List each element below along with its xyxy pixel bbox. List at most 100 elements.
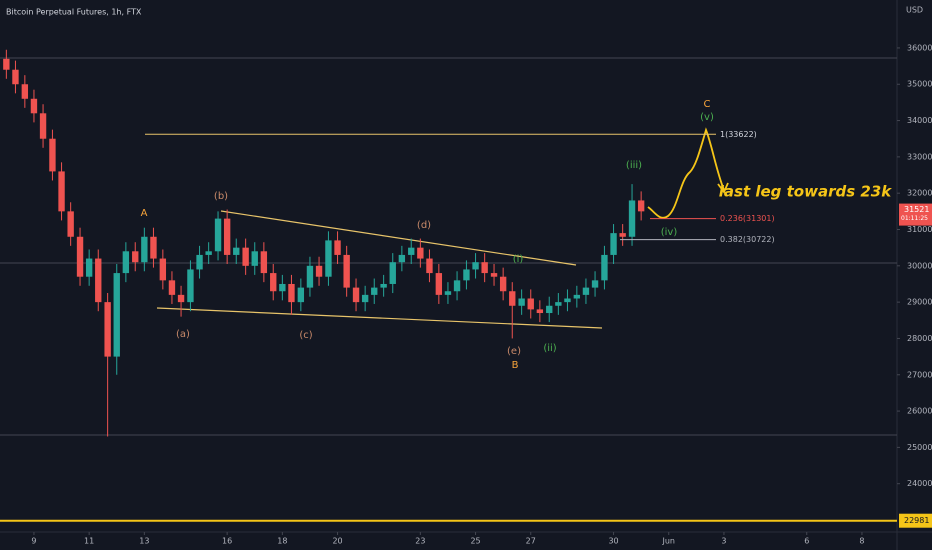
y-tick-label: 25000 (907, 443, 932, 452)
chart-title: Bitcoin Perpetual Futures, 1h, FTX (6, 8, 142, 17)
candle-body (260, 251, 268, 274)
candle-body (104, 302, 111, 357)
candle-body (361, 294, 369, 303)
wave-label: (ii) (543, 343, 556, 354)
annotation: last leg towards 23k (719, 183, 892, 201)
candle-body (270, 273, 277, 292)
candle-body (490, 273, 498, 277)
candle-body (417, 247, 424, 259)
x-tick-label: 18 (277, 537, 287, 546)
candle-body (233, 247, 240, 255)
candle-body (288, 283, 295, 303)
target-box (899, 513, 932, 528)
x-tick-label: 30 (608, 537, 618, 546)
x-tick-label: 27 (526, 537, 536, 546)
fib-label: 1(33622) (720, 130, 757, 139)
candle-body (546, 305, 553, 314)
candle-body (21, 84, 29, 99)
x-tick-label: 8 (859, 537, 864, 546)
candle-body (536, 309, 544, 314)
target-label: 22981 (904, 516, 929, 525)
candle-body (371, 287, 378, 295)
candle-body (141, 236, 148, 263)
candle-body (279, 283, 286, 292)
candle-body (453, 280, 461, 292)
candle-body (389, 262, 396, 284)
wave-label: (i) (513, 254, 524, 265)
candle-body (196, 254, 203, 270)
y-tick-label: 24000 (907, 479, 932, 488)
wave-label: (a) (176, 329, 190, 340)
candle-body (463, 269, 470, 281)
candle-body (518, 298, 525, 306)
projection-path (647, 127, 725, 219)
candle-body (95, 258, 102, 303)
x-tick-label: Jun (661, 537, 675, 546)
candle-body (408, 247, 415, 255)
candle-body (177, 294, 185, 303)
wave-label: (iv) (661, 227, 678, 238)
candle-body (242, 247, 249, 266)
candle-body (398, 254, 406, 263)
currency-label: USD (906, 6, 923, 15)
countdown-label: 01:11:25 (901, 215, 928, 222)
y-tick-label: 28000 (907, 334, 932, 343)
candle-body (352, 287, 360, 303)
candle-body (601, 254, 608, 281)
y-tick-label: 26000 (907, 407, 932, 416)
y-tick-label: 35000 (907, 80, 932, 89)
y-tick-label: 36000 (907, 43, 932, 52)
x-tick-label: 13 (139, 537, 149, 546)
projection-arrow (717, 182, 729, 194)
candle-body (499, 276, 507, 292)
x-tick-label: 23 (415, 537, 425, 546)
x-tick-label: 9 (31, 537, 36, 546)
candle-body (444, 291, 452, 295)
candle-body (85, 258, 93, 277)
candle-body (325, 240, 332, 277)
candle-body (628, 200, 636, 237)
candle-body (3, 58, 10, 70)
wave-label: (b) (214, 191, 228, 202)
candle-body (306, 265, 314, 288)
candle-body (582, 287, 590, 295)
last-price-label: 31521 (904, 205, 929, 214)
candle-body (343, 254, 350, 288)
candle-body (591, 280, 599, 288)
candle-body (564, 298, 571, 303)
trend-line (220, 210, 577, 266)
candle-body (150, 236, 157, 259)
wave-label: (e) (507, 346, 521, 357)
candle-body (214, 218, 222, 252)
y-tick-label: 27000 (907, 370, 932, 379)
y-tick-label: 33000 (907, 152, 932, 161)
candle-body (67, 211, 74, 237)
wave-label: B (512, 360, 519, 371)
last-price-box (899, 203, 932, 226)
candle-body (122, 251, 130, 274)
candle-body (159, 258, 167, 281)
candle-body (315, 265, 323, 277)
x-tick-label: 3 (721, 537, 726, 546)
y-tick-label: 31000 (907, 225, 932, 234)
candle-body (113, 273, 120, 357)
y-tick-label: 32000 (907, 189, 932, 198)
candle-body (481, 262, 488, 274)
candle-body (435, 273, 443, 295)
wave-label: A (141, 208, 148, 219)
x-tick-label: 16 (222, 537, 232, 546)
candle-body (132, 251, 139, 263)
y-tick-label: 29000 (907, 298, 932, 307)
wave-label: (c) (299, 330, 312, 341)
candle-body (223, 218, 231, 255)
wave-label: (d) (417, 220, 431, 231)
candle-body (637, 200, 645, 212)
wave-label: (iii) (626, 160, 642, 171)
candle-body (30, 98, 38, 114)
candle-body (509, 291, 516, 306)
candle-body (619, 233, 626, 237)
candle-body (555, 302, 562, 306)
candle-body (12, 69, 19, 85)
candle-body (251, 251, 258, 266)
